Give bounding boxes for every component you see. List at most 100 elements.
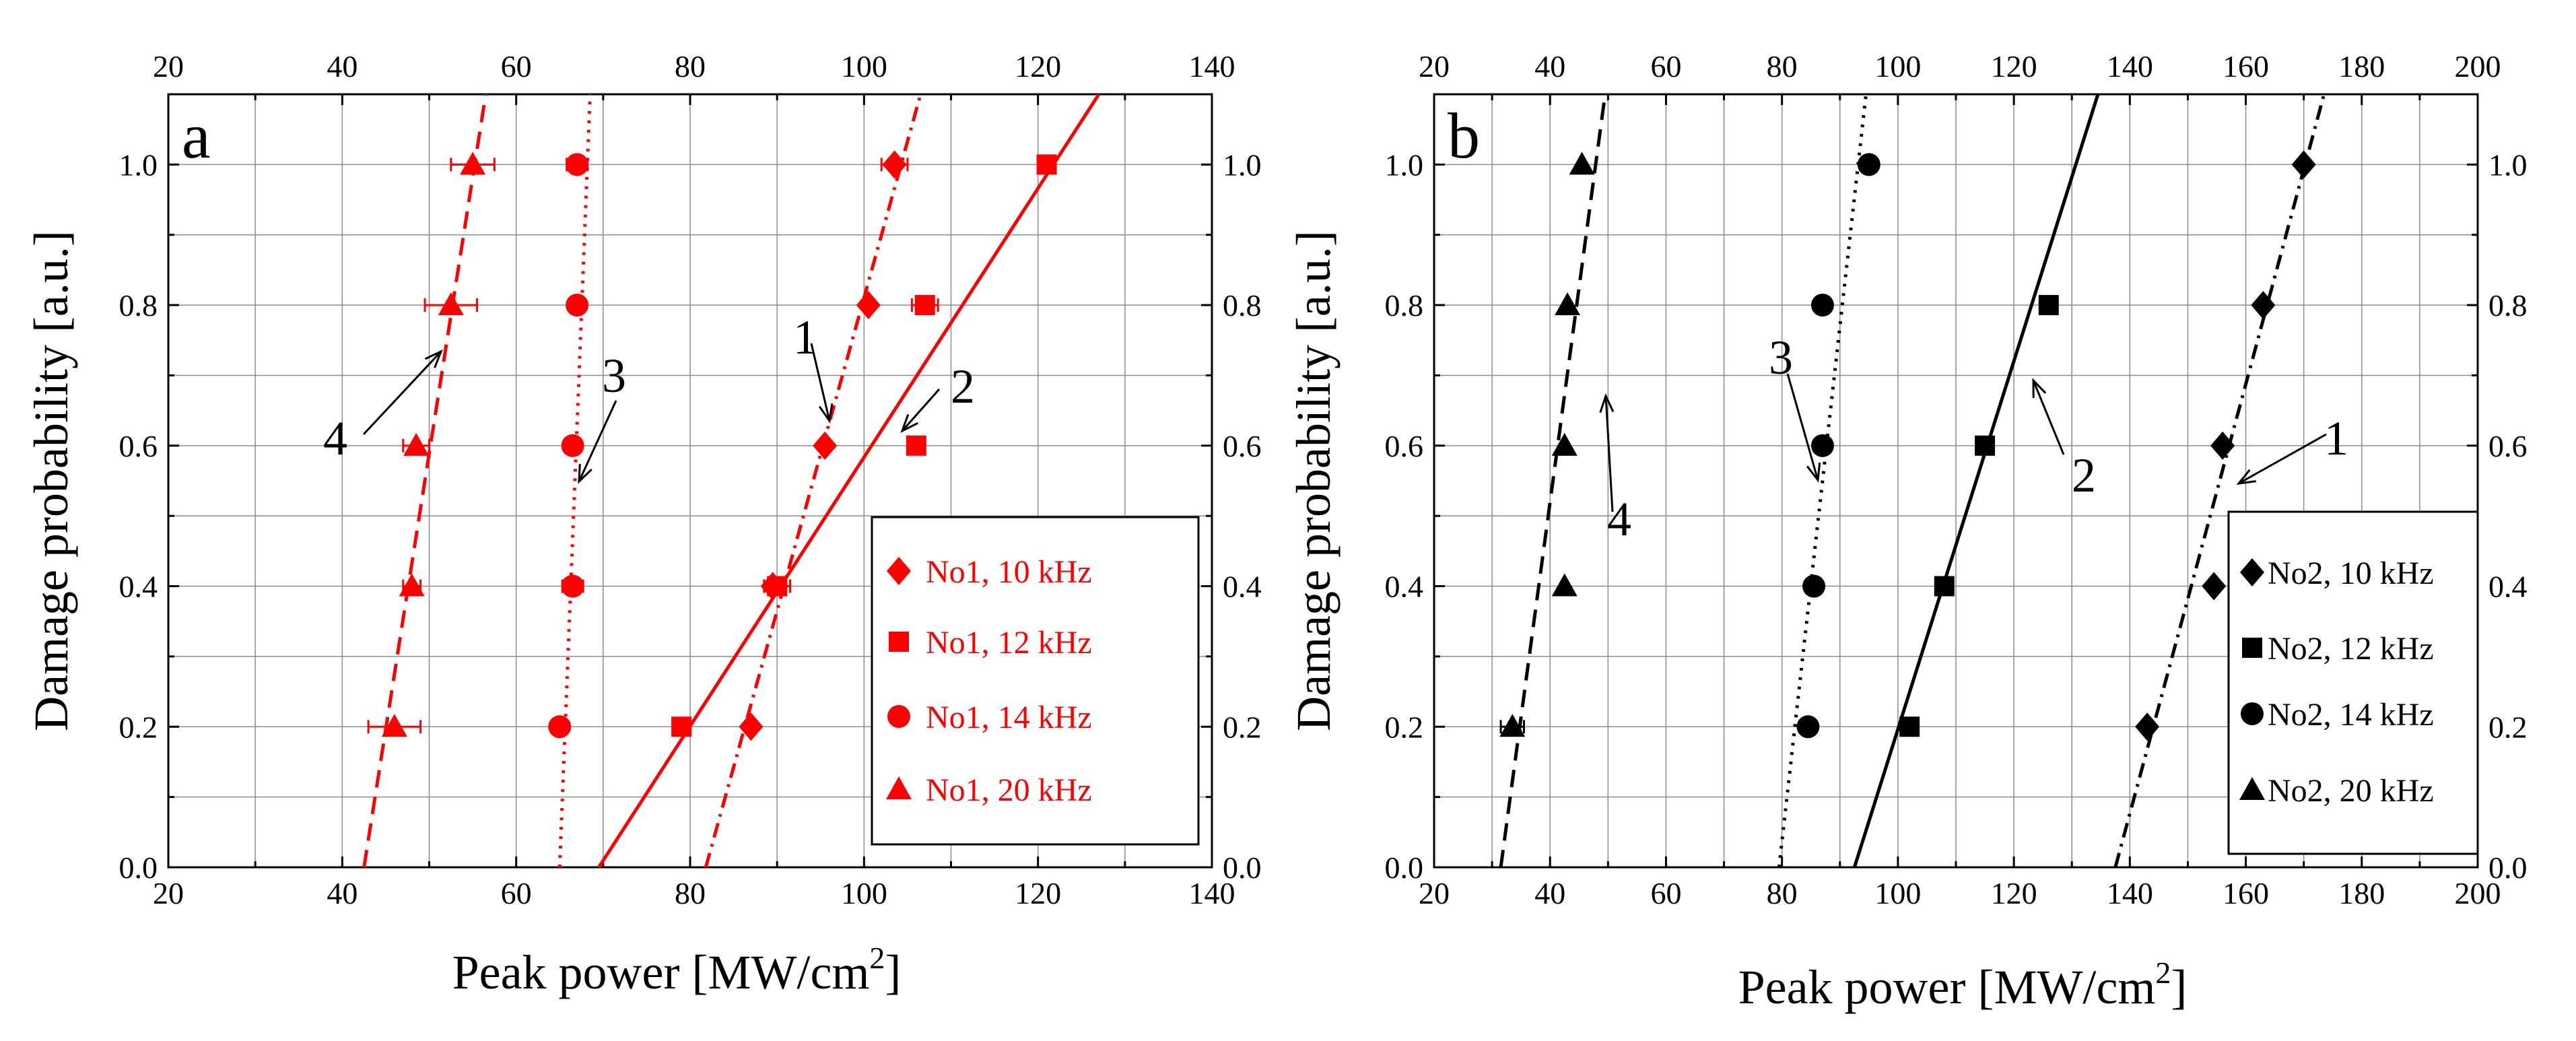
x-tick-label: 60 xyxy=(501,876,532,910)
y-tick-label-right: 0.0 xyxy=(2488,850,2528,885)
callout-arrow-head xyxy=(2032,378,2047,399)
x-tick-label-top: 140 xyxy=(1189,49,1235,83)
callout-arrow-line xyxy=(810,343,831,422)
data-point-triangle xyxy=(438,292,464,316)
legend-marker-diamond xyxy=(887,557,911,585)
legend-label: No1, 10 kHz xyxy=(926,554,1092,590)
x-axis-title-superscript: 2 xyxy=(869,941,885,975)
callout-number: 4 xyxy=(1607,492,1631,546)
legend-label: No2, 14 kHz xyxy=(2268,697,2434,733)
callout-arrow-line xyxy=(2238,433,2327,485)
data-point-square xyxy=(2038,295,2059,316)
x-tick-label: 160 xyxy=(2223,876,2269,910)
legend-marker-circle xyxy=(887,705,910,728)
legend-label: No1, 20 kHz xyxy=(926,772,1092,808)
callout-number: 4 xyxy=(323,411,347,465)
callout-arrow-head xyxy=(818,403,834,424)
callout-arrow-head xyxy=(424,349,443,368)
data-point-diamond xyxy=(856,291,881,320)
data-point-circle xyxy=(566,294,589,317)
callout-arrow-head xyxy=(900,414,918,434)
data-point-diamond xyxy=(2135,712,2160,741)
y-tick-label: 0.0 xyxy=(1385,850,1424,885)
y-tick-label-right: 0.6 xyxy=(2488,429,2528,463)
legend: No2, 10 kHz No2, 12 kHz No2, 14 kHz No2, 20… xyxy=(2227,510,2479,855)
y-tick-label-right: 1.0 xyxy=(2488,147,2528,182)
data-point-circle xyxy=(561,574,584,598)
y-tick-label: 0.8 xyxy=(119,288,158,323)
y-axis-title: Damage probability [a.u.] xyxy=(24,230,78,731)
y-tick-label: 0.0 xyxy=(119,850,158,885)
data-point-diamond xyxy=(2202,572,2227,601)
x-tick-label-top: 100 xyxy=(1874,49,1921,83)
x-tick-label-top: 160 xyxy=(2223,49,2269,83)
data-point-triangle xyxy=(1499,714,1526,737)
data-point-square xyxy=(1934,576,1955,597)
x-tick-label-top: 80 xyxy=(1767,49,1798,83)
x-tick-label-top: 120 xyxy=(1991,49,2037,83)
x-tick-label-top: 80 xyxy=(675,49,706,83)
data-point-triangle xyxy=(460,152,486,175)
data-point-circle xyxy=(1857,153,1880,176)
x-axis-title: Peak power [MW/cm2] xyxy=(452,941,902,999)
x-tick-label: 80 xyxy=(1767,876,1798,910)
x-tick-label-top: 60 xyxy=(1650,49,1681,83)
legend-label: No1, 14 kHz xyxy=(926,700,1092,735)
y-tick-label-right: 0.4 xyxy=(2488,570,2528,604)
x-tick-label: 180 xyxy=(2338,876,2385,910)
x-tick-label-top: 60 xyxy=(501,49,532,83)
x-tick-label-top: 40 xyxy=(1534,49,1565,83)
y-tick-label-right: 0.4 xyxy=(1223,570,1262,604)
legend-label: No2, 10 kHz xyxy=(2268,556,2434,591)
fit-line-series-2 xyxy=(1852,94,2100,867)
callout-arrow-line xyxy=(1786,373,1819,481)
data-point-square xyxy=(767,576,788,597)
legend-box xyxy=(871,516,1200,846)
x-axis-title-end: ] xyxy=(885,945,901,999)
x-tick-label-top: 20 xyxy=(153,49,184,83)
legend-marker-diamond xyxy=(2240,558,2264,586)
fit-line-series-3 xyxy=(1777,94,1868,867)
x-tick-label: 20 xyxy=(153,876,184,910)
x-tick-label-top: 120 xyxy=(1015,49,1061,83)
data-point-triangle xyxy=(381,714,407,737)
data-point-square xyxy=(671,716,692,737)
callout-number: 1 xyxy=(2324,411,2348,465)
data-point-circle xyxy=(1810,294,1834,317)
legend-marker-triangle xyxy=(886,776,912,799)
x-tick-label: 120 xyxy=(1015,876,1061,910)
y-tick-label-right: 0.2 xyxy=(1223,710,1262,744)
callout-arrow-head xyxy=(2236,469,2256,485)
legend: No1, 10 kHz No1, 12 kHz No1, 14 kHz No1, 20… xyxy=(871,516,1200,846)
x-tick-label: 80 xyxy=(675,876,706,910)
x-axis-title-end: ] xyxy=(2171,960,2187,1014)
y-axis-title: Damage probability [a.u.] xyxy=(1287,230,1341,731)
data-point-circle xyxy=(561,434,584,457)
panel-b: 20 20 40 40 60 60 80 80 100 100 120 120 140 140 160 160… xyxy=(1287,49,2528,1014)
y-tick-label-right: 0.0 xyxy=(1223,850,1262,885)
y-tick-label: 0.2 xyxy=(1385,710,1424,744)
data-point-circle xyxy=(566,153,589,176)
legend-marker-square xyxy=(889,632,909,652)
legend-label: No2, 12 kHz xyxy=(2268,631,2434,667)
fit-line-series-1 xyxy=(2113,94,2326,867)
data-point-square xyxy=(906,435,926,456)
callout-number: 3 xyxy=(602,349,626,403)
data-point-triangle xyxy=(1555,292,1581,316)
x-tick-label: 140 xyxy=(1189,876,1235,910)
x-tick-label-top: 100 xyxy=(841,49,887,83)
callout-arrow-line xyxy=(362,350,442,436)
x-tick-label: 120 xyxy=(1991,876,2037,910)
plot-area xyxy=(362,94,1101,867)
data-point-diamond xyxy=(2251,291,2276,320)
x-tick-label: 40 xyxy=(327,876,358,910)
x-tick-label: 100 xyxy=(1874,876,1921,910)
data-point-square xyxy=(1899,716,1920,737)
y-tick-label-right: 1.0 xyxy=(1223,147,1262,182)
callout-number: 3 xyxy=(1769,331,1793,384)
x-tick-label-top: 140 xyxy=(2107,49,2153,83)
fit-line-series-1 xyxy=(704,94,922,867)
callout-arrow-line xyxy=(578,400,617,482)
data-point-diamond xyxy=(2291,150,2316,179)
